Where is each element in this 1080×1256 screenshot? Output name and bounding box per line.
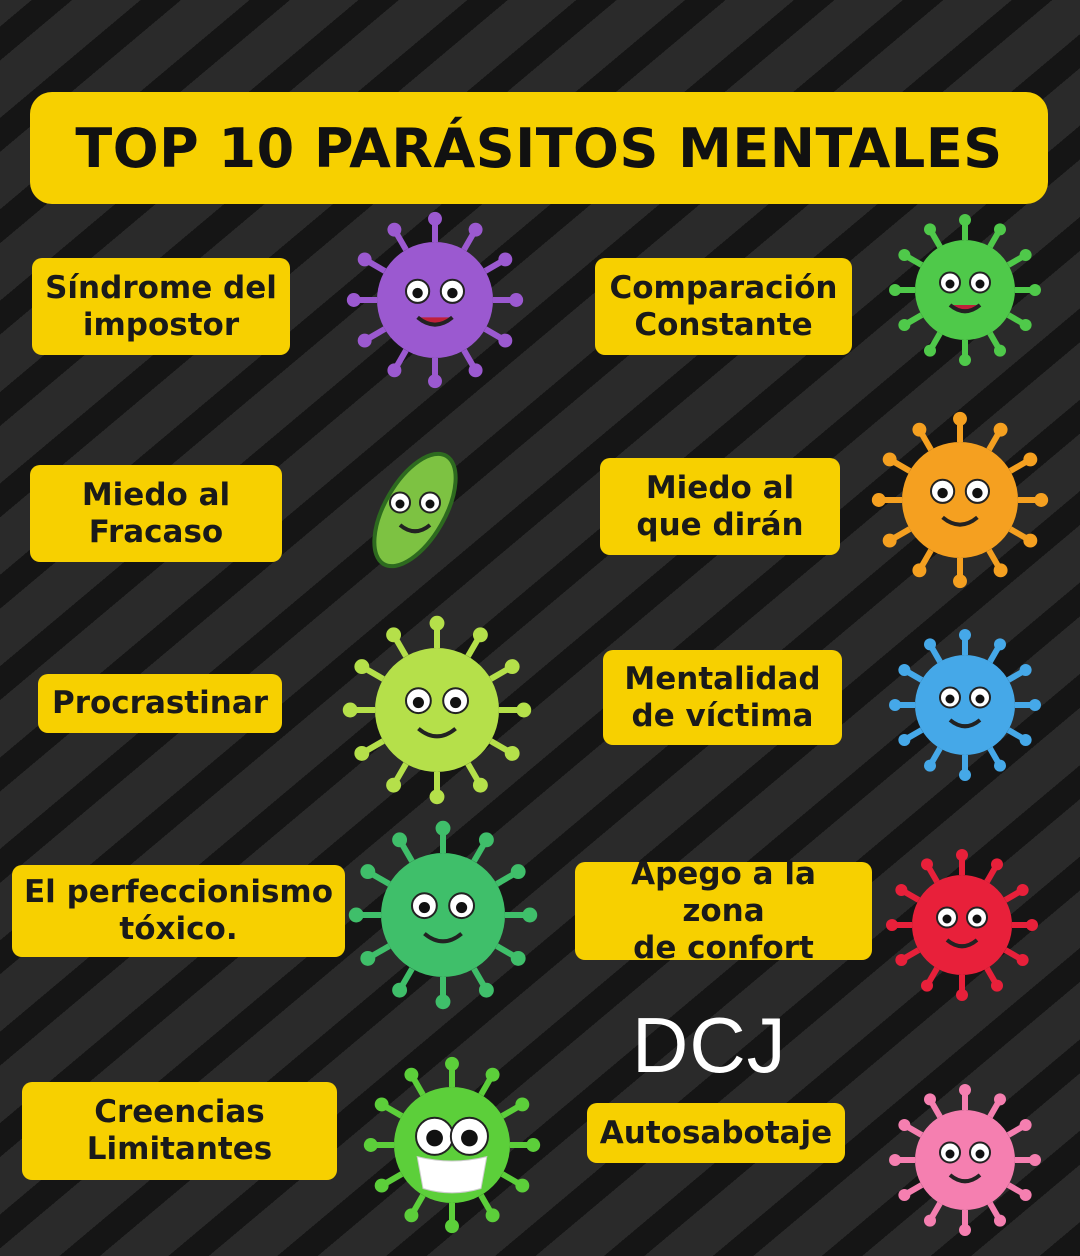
label-line: El perfeccionismo <box>23 874 334 910</box>
label-line: Miedo al <box>645 469 795 506</box>
label-line: Creencias <box>94 1094 265 1130</box>
label-line: Síndrome del <box>45 269 277 306</box>
label-line: Procrastinar <box>51 685 269 721</box>
virus-icon <box>346 211 524 389</box>
virus-icon <box>886 849 1038 1001</box>
label-autosabotaje: Autosabotaje <box>587 1103 845 1163</box>
label-line: tóxico. <box>119 911 238 947</box>
label-line: Comparación <box>609 269 838 306</box>
label-line: de confort <box>633 929 814 966</box>
virus-icon <box>871 411 1049 589</box>
page-title: TOP 10 PARÁSITOS MENTALES <box>30 92 1048 204</box>
label-line: Autosabotaje <box>599 1114 833 1151</box>
virus-icon <box>889 629 1041 781</box>
label-line: Constante <box>634 306 813 343</box>
label-miedo-fracaso: Miedo al Fracaso <box>30 465 282 562</box>
watermark-logo: DCJ <box>632 1001 787 1089</box>
virus-icon <box>348 820 538 1010</box>
label-sindrome-impostor: Síndrome del impostor <box>32 258 290 355</box>
label-line: Miedo al <box>81 476 231 513</box>
label-victima: Mentalidad de víctima <box>603 650 842 745</box>
virus-icon <box>342 615 532 805</box>
label-line: de víctima <box>631 697 814 734</box>
label-zona-confort: Apego a la zona de confort <box>575 856 872 966</box>
label-line: Fracaso <box>88 513 224 550</box>
label-procrastinar: Procrastinar <box>38 674 282 733</box>
label-line: impostor <box>82 306 240 343</box>
virus-icon <box>889 1084 1041 1236</box>
virus-icon <box>372 451 458 569</box>
label-que-diran: Miedo al que dirán <box>600 458 840 555</box>
label-line: Limitantes <box>86 1131 273 1167</box>
virus-icon <box>363 1056 541 1234</box>
label-line: Apego a la zona <box>631 855 816 929</box>
label-line: Mentalidad <box>624 660 821 697</box>
label-creencias-limitantes: Creencias Limitantes <box>22 1082 337 1180</box>
label-perfeccionismo: El perfeccionismo tóxico. <box>12 865 345 957</box>
label-line: que dirán <box>636 506 804 543</box>
label-comparacion: Comparación Constante <box>595 258 852 355</box>
virus-icon <box>889 214 1041 366</box>
